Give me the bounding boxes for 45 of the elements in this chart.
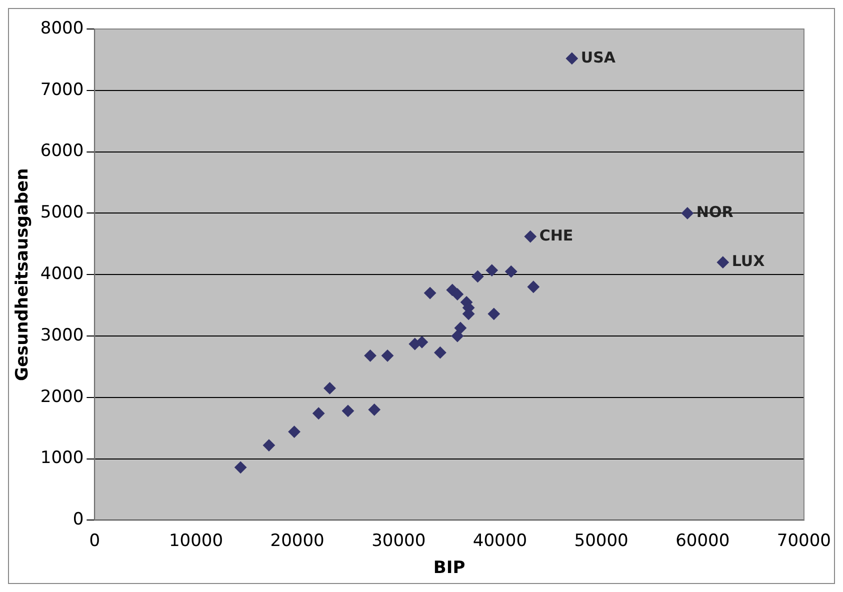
x-tick-label: 10000	[168, 530, 224, 551]
y-tick-label: 6000	[40, 141, 84, 162]
x-tick-label: 20000	[270, 530, 324, 551]
y-tick-label: 4000	[40, 264, 84, 284]
point	[312, 407, 325, 420]
point	[434, 346, 446, 359]
point	[472, 270, 484, 282]
point	[324, 382, 336, 394]
point	[288, 426, 300, 438]
y-tick-label: 0	[72, 510, 84, 530]
point	[716, 256, 729, 268]
point	[488, 308, 500, 320]
y-tick-label: 8000	[40, 18, 84, 38]
point	[262, 439, 275, 452]
y-tick-label: 7000	[40, 80, 84, 100]
point	[451, 330, 464, 342]
point	[382, 350, 394, 362]
point	[234, 461, 247, 474]
x-tick-label: 30000	[372, 530, 426, 551]
x-tick-label: 40000	[472, 530, 528, 551]
y-tick-label: 2000	[40, 386, 84, 407]
y-tick-label: 1000	[40, 448, 84, 468]
point	[524, 230, 536, 243]
point	[342, 404, 354, 417]
point	[566, 52, 578, 64]
annotation: LUX	[732, 252, 766, 270]
point	[424, 287, 436, 300]
point	[681, 207, 694, 220]
annotation: CHE	[539, 226, 574, 244]
x-tick-label: 0	[89, 530, 100, 551]
y-tick-label: 3000	[40, 325, 84, 346]
y-tick-label: 5000	[40, 202, 84, 223]
point	[454, 322, 466, 334]
x-axis-title: BIP	[433, 558, 466, 578]
annotation: USA	[580, 48, 616, 66]
point	[505, 266, 518, 278]
point	[368, 404, 380, 416]
point	[451, 288, 464, 300]
x-tick-label: 50000	[574, 530, 628, 551]
point	[486, 264, 498, 276]
y-axis-title: Gesundheitsausgaben	[12, 168, 33, 382]
x-tick-label: 70000	[776, 530, 832, 551]
point	[527, 280, 540, 293]
x-tick-label: 60000	[676, 530, 730, 551]
point	[364, 350, 376, 362]
